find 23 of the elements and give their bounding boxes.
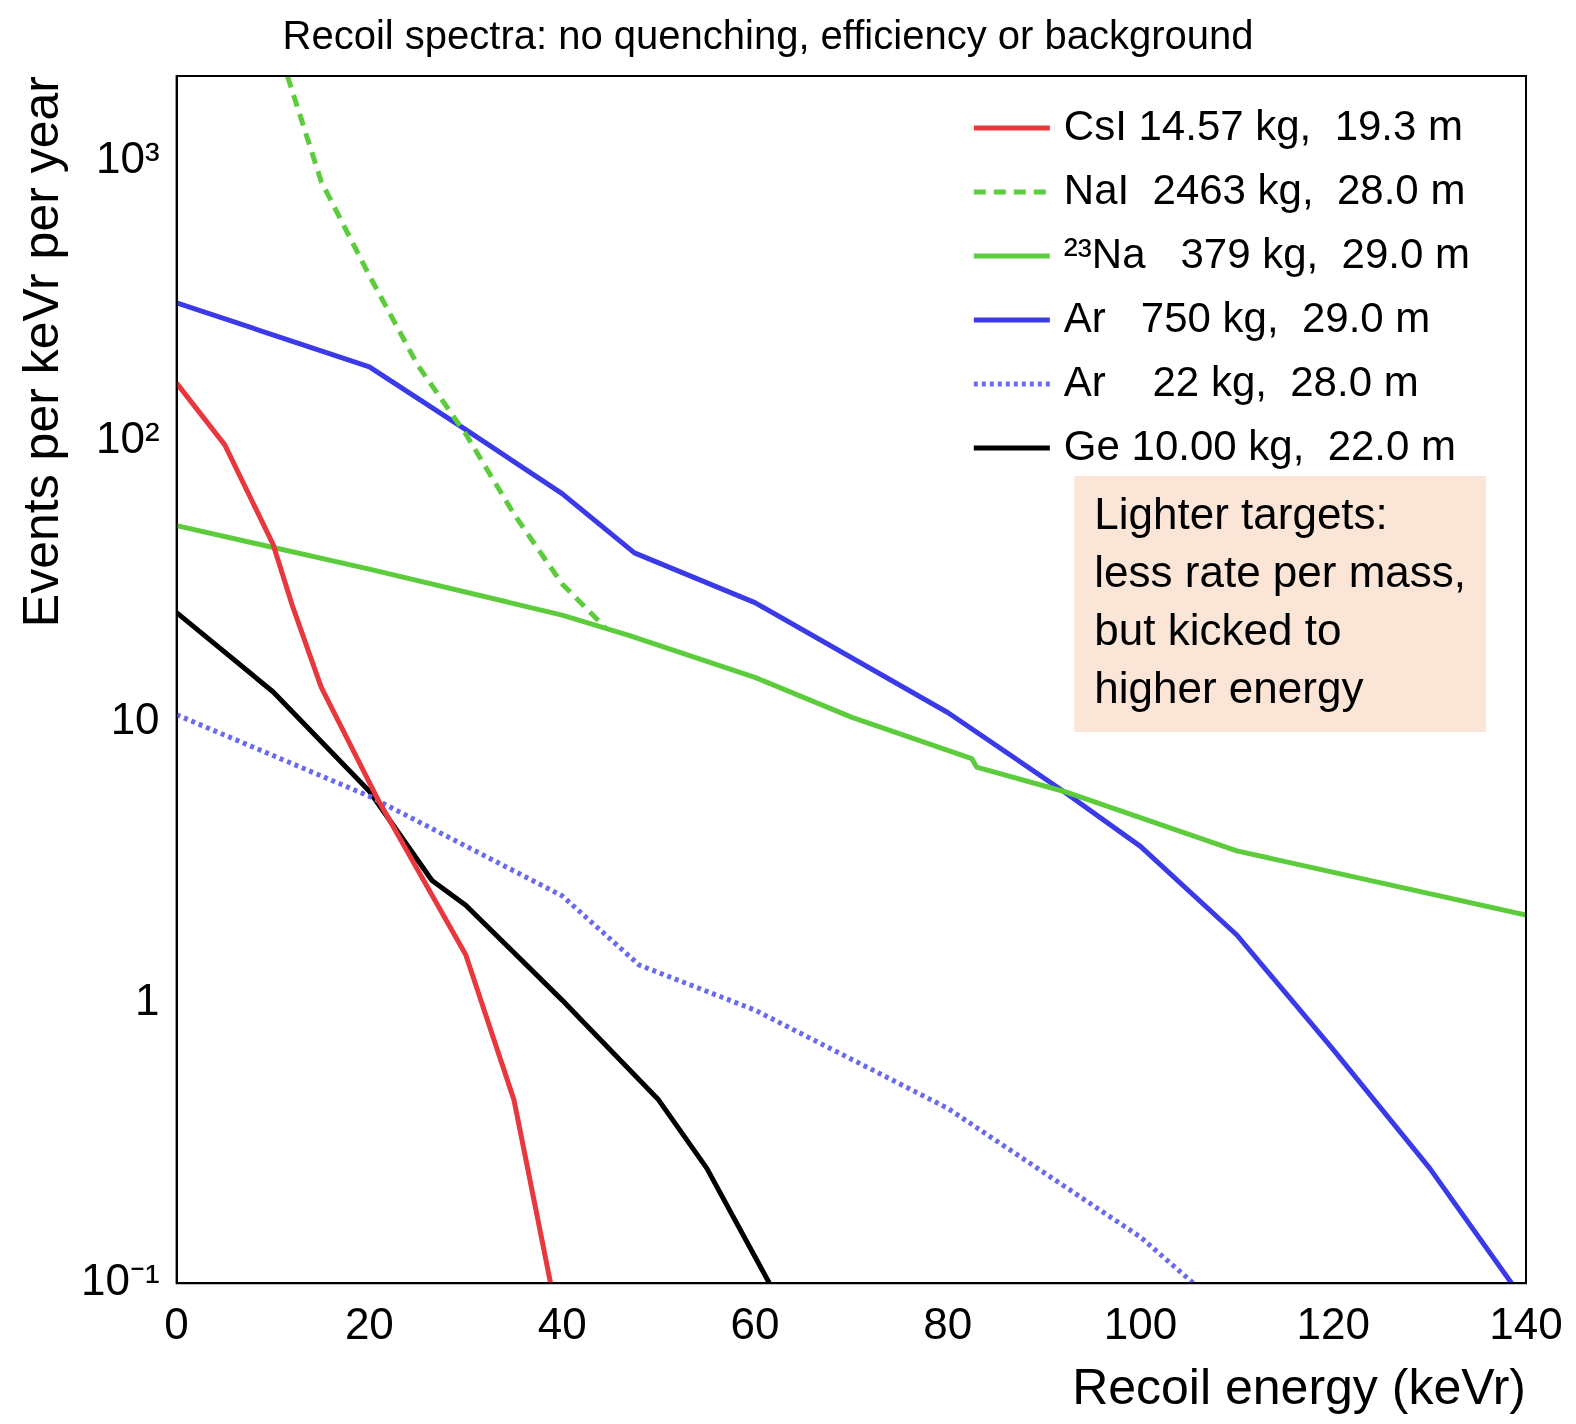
x-tick-label: 100 (1103, 1298, 1178, 1348)
y-tick-label: 10² (96, 413, 160, 463)
x-tick-label: 120 (1296, 1298, 1370, 1348)
legend-label: Ge 10.00 kg, 22.0 m (1063, 421, 1457, 469)
y-axis-title: Events per keVr per year (12, 76, 69, 628)
legend-label: Ar 750 kg, 29.0 m (1063, 293, 1431, 341)
x-tick-label: 0 (164, 1298, 189, 1348)
chart-title: Recoil spectra: no quenching, efficiency or background (282, 13, 1254, 58)
x-tick-label: 140 (1489, 1298, 1563, 1348)
legend-label: ²³Na 379 kg, 29.0 m (1063, 229, 1471, 277)
x-tick-label: 20 (344, 1298, 394, 1348)
x-tick-label: 40 (537, 1298, 587, 1348)
x-axis-title: Recoil energy (keVr) (1072, 1358, 1526, 1415)
legend-label: Ar 22 kg, 28.0 m (1063, 357, 1419, 405)
legend-label: CsI 14.57 kg, 19.3 m (1063, 101, 1464, 149)
annotation: Lighter targets: less rate per mass, but kicked to higher energy (1094, 489, 1467, 713)
x-tick-label: 60 (730, 1298, 780, 1348)
legend-label: NaI 2463 kg, 28.0 m (1063, 165, 1466, 213)
y-tick-label: 1 (135, 974, 160, 1024)
y-tick-label: 10⁻¹ (81, 1255, 160, 1305)
y-tick-label: 10³ (96, 132, 160, 182)
y-tick-label: 10 (110, 693, 160, 743)
x-tick-label: 80 (923, 1298, 973, 1348)
